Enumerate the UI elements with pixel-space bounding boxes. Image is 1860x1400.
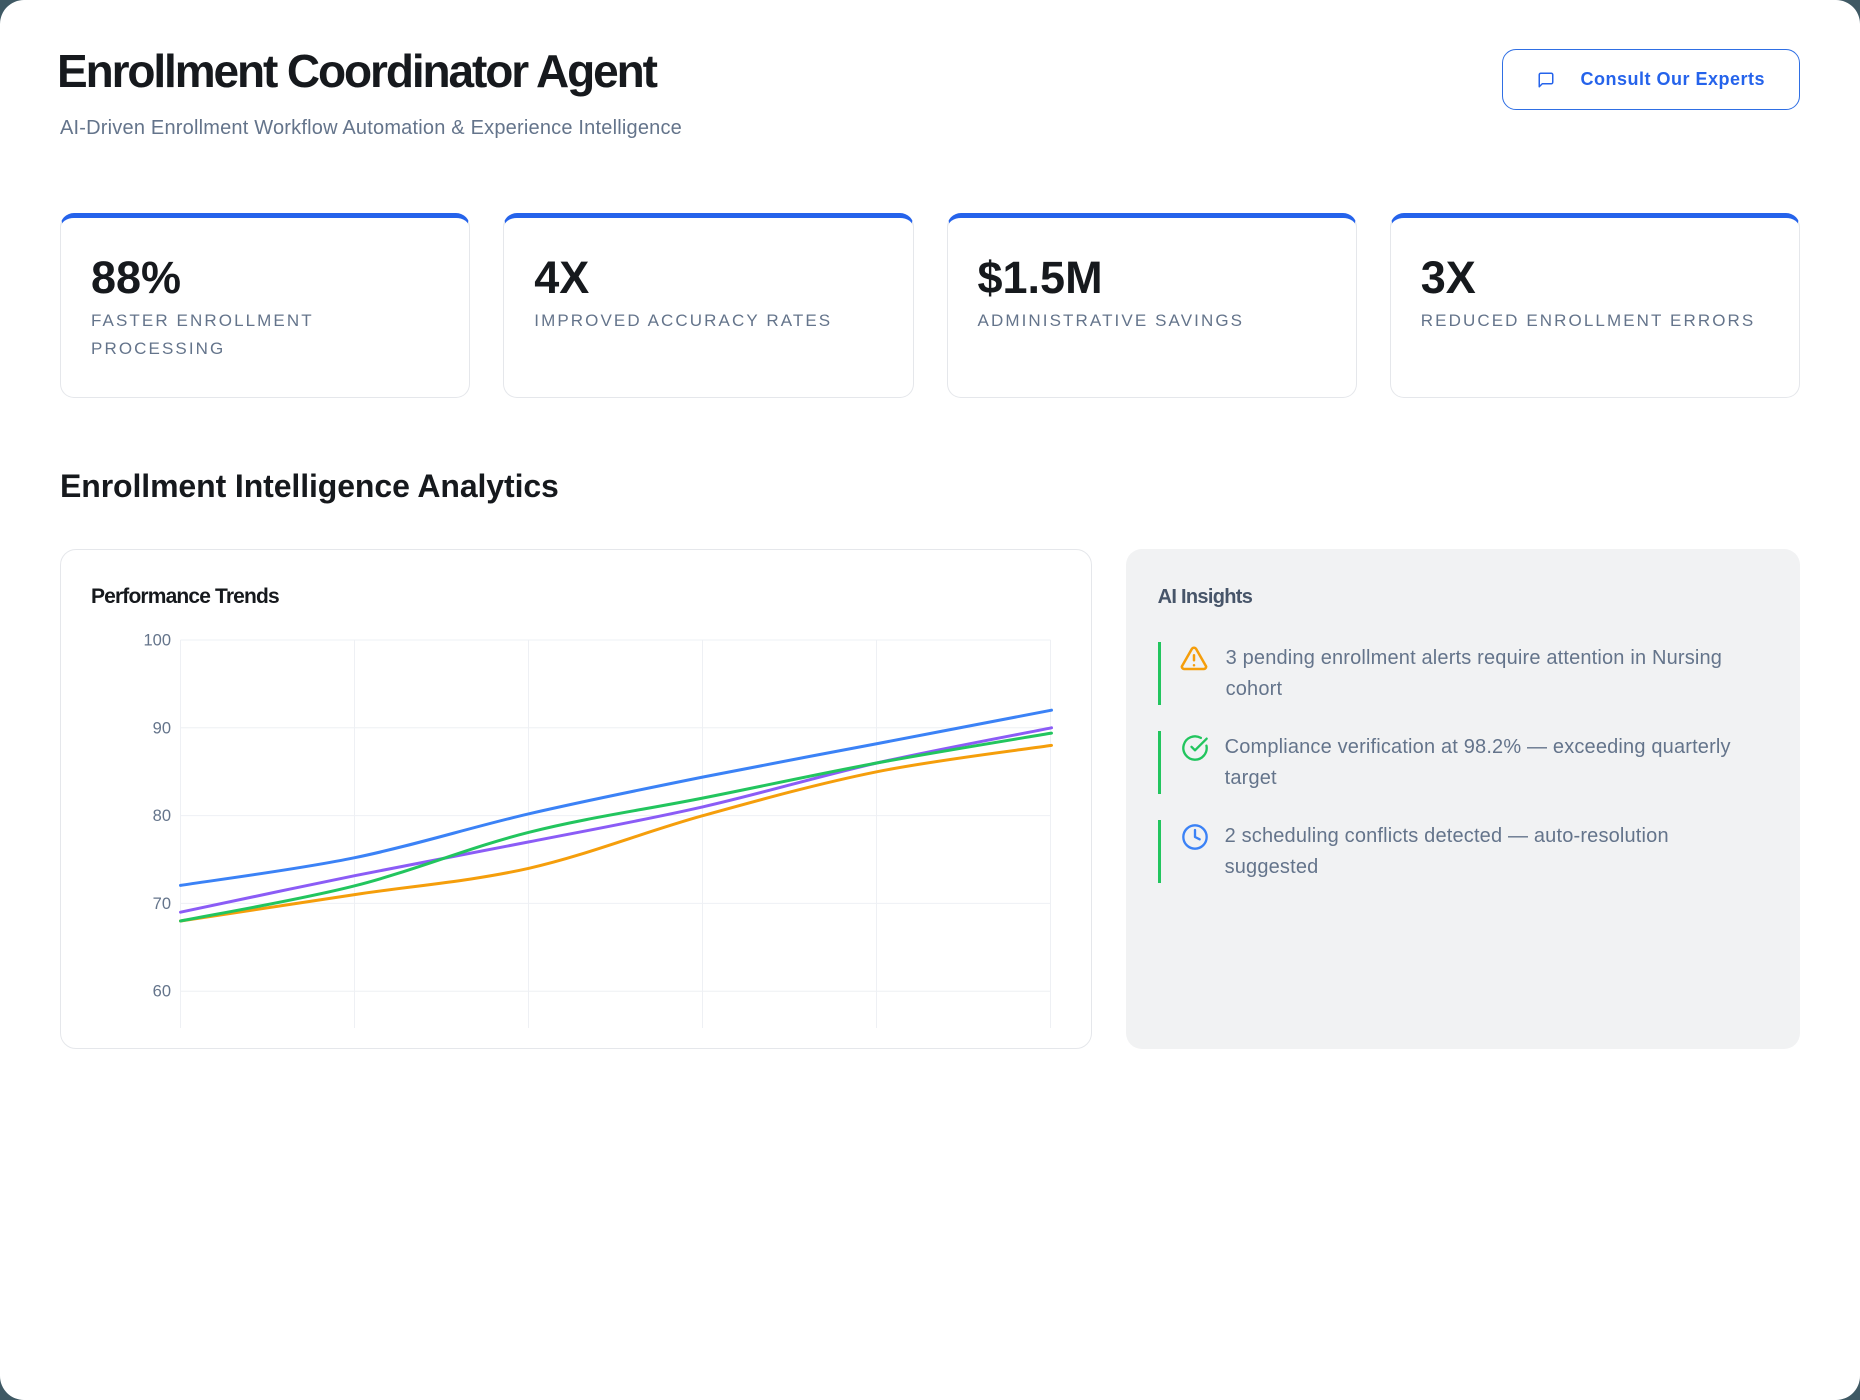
svg-text:80: 80 <box>153 807 171 825</box>
svg-text:100: 100 <box>143 632 171 650</box>
svg-text:90: 90 <box>153 719 171 737</box>
svg-text:60: 60 <box>153 983 171 1001</box>
svg-text:70: 70 <box>153 895 171 913</box>
